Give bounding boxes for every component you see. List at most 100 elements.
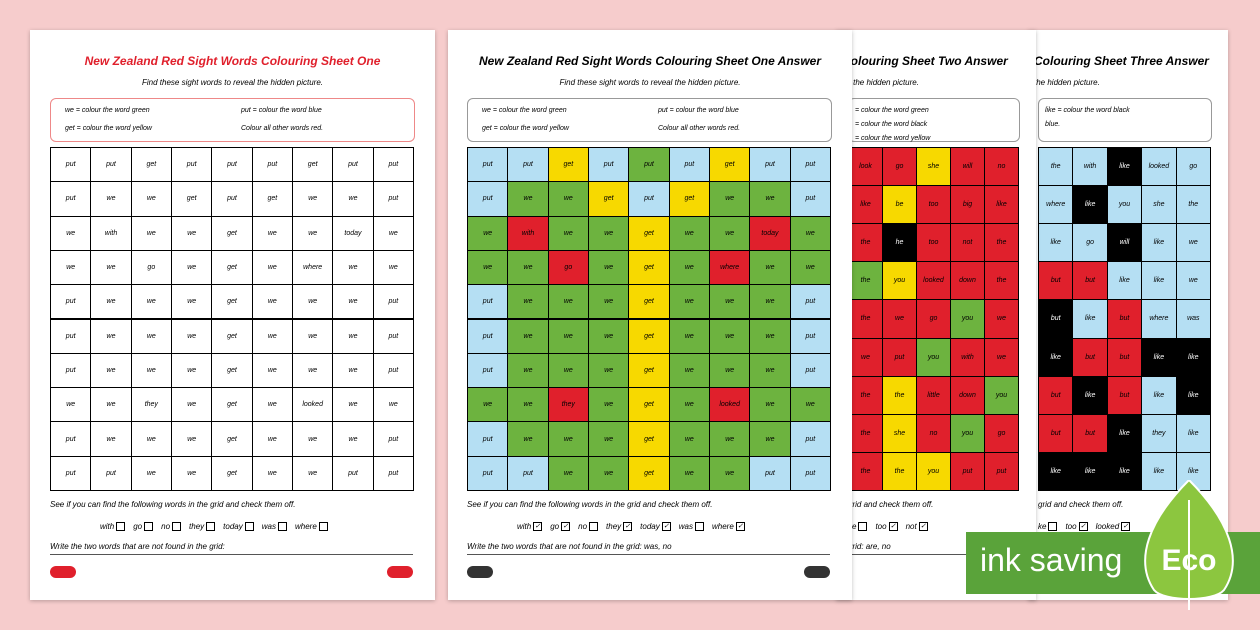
key-text: Colour all other words red. [658, 125, 741, 132]
logo [804, 566, 830, 578]
grid-cell: go [984, 413, 1019, 453]
key-text: we = colour the word green [482, 107, 567, 114]
grid-cell: but [1072, 413, 1108, 453]
grid-cell: we [507, 318, 549, 354]
grid-cell: like [1141, 451, 1177, 491]
grid-cell: put [467, 421, 509, 457]
grid-cell: put [789, 147, 831, 183]
grid-cell: she [882, 413, 917, 453]
grid-cell: get [709, 147, 751, 183]
grid-cell: the [984, 261, 1019, 301]
check-word: ke [848, 522, 857, 531]
grid-cell: get [628, 387, 670, 423]
checkbox [318, 522, 328, 532]
grid-cell: get [211, 455, 253, 491]
check-prompt: See if you can find the following words … [467, 500, 713, 509]
sheet-title: New Zealand Red Sight Words Colouring Sh… [84, 54, 381, 68]
grid-cell: we [332, 318, 374, 354]
grid-cell: the [848, 261, 883, 301]
grid-cell: where [709, 249, 751, 286]
grid-cell: we [547, 455, 589, 491]
check-prompt: grid and check them off. [1038, 500, 1124, 509]
grid-cell: put [372, 352, 414, 389]
grid-cell: put [50, 455, 92, 491]
grid-cell: the [882, 375, 917, 415]
checkbox: ✓ [623, 522, 633, 532]
grid-cell: we [251, 455, 293, 491]
grid-cell: we [668, 318, 710, 354]
grid-cell: get [628, 215, 670, 251]
grid-cell: but [1038, 261, 1074, 301]
grid-cell: we [588, 455, 630, 491]
grid-cell: put [467, 181, 509, 217]
grid-cell: we [547, 318, 589, 354]
grid-cell: little [916, 375, 951, 415]
check-word: was [261, 522, 276, 531]
grid-cell: put [50, 318, 92, 354]
check-word: with [517, 522, 532, 531]
grid-cell: go [882, 147, 917, 187]
grid-cell: but [1072, 337, 1108, 377]
grid-cell: put [789, 455, 831, 491]
check-word: they [606, 522, 622, 531]
grid-cell: get [628, 455, 670, 491]
check-list: ke too ✓ looked ✓ [1038, 522, 1138, 532]
grid-cell: we [588, 318, 630, 354]
key-text: Colour all other words red. [241, 125, 324, 132]
sheet-subtitle: the hidden picture. [1034, 78, 1100, 87]
grid-cell: put [50, 421, 92, 457]
grid-cell: we [882, 299, 917, 339]
grid-cell: we [130, 215, 172, 251]
grid-cell: we [130, 318, 172, 354]
grid-cell: get [547, 147, 589, 183]
logo [467, 566, 493, 578]
grid-cell: get [628, 284, 670, 320]
checkbox [172, 522, 182, 532]
grid-cell: the [848, 223, 883, 263]
check-word: where [711, 522, 734, 531]
grid-cell: put [372, 421, 414, 457]
grid-cell: you [1106, 185, 1143, 225]
check-word: go [133, 522, 143, 531]
key-text: get = colour the word yellow [482, 125, 569, 132]
grid-cell: you [916, 337, 951, 377]
grid-cell: we [292, 352, 334, 389]
grid-cell: but [1106, 337, 1143, 377]
grid-cell: like [1175, 413, 1211, 453]
grid-cell: get [211, 284, 253, 320]
key-text: = colour the word yellow [855, 135, 931, 142]
sheet-subtitle: Find these sight words to reveal the hid… [142, 78, 323, 87]
grid-cell: we [668, 249, 710, 286]
checkbox: ✓ [533, 522, 543, 532]
grid-cell: put [372, 284, 414, 320]
grid-cell: get [628, 318, 670, 354]
grid-cell: we [507, 352, 549, 389]
check-word: looked [1095, 522, 1120, 531]
grid-cell: we [668, 421, 710, 457]
check-word: too [875, 522, 887, 531]
checkbox [277, 522, 287, 532]
grid-cell: we [171, 421, 213, 457]
grid-cell: put [507, 455, 549, 491]
checkbox: ✓ [735, 522, 745, 532]
grid-cell: we [251, 387, 293, 423]
grid-cell: we [789, 387, 831, 423]
grid-cell: we [332, 249, 374, 286]
grid-cell: put [50, 181, 92, 217]
grid-cell: you [950, 299, 985, 339]
check-word: where [294, 522, 317, 531]
grid-cell: we [292, 284, 334, 320]
grid-cell: we [292, 215, 334, 251]
check-prompt: See if you can find the following words … [50, 500, 296, 509]
grid-cell: not [950, 223, 985, 263]
grid-cell: down [950, 375, 985, 415]
grid-cell: we [130, 421, 172, 457]
grid-cell: but [1038, 413, 1074, 453]
grid-cell: be [882, 185, 917, 225]
grid-cell: we [588, 387, 630, 423]
grid-cell: no [916, 413, 951, 453]
grid-cell: where [292, 249, 334, 286]
grid-cell: with [1072, 147, 1108, 187]
grid-cell: we [251, 249, 293, 286]
grid-cell: with [507, 215, 549, 251]
